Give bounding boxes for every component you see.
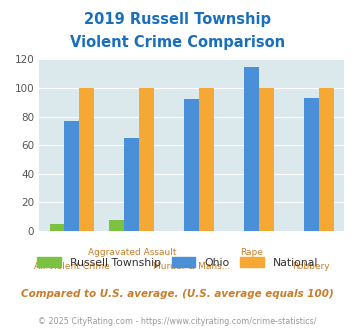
Bar <box>319 88 334 231</box>
Bar <box>259 88 274 231</box>
Bar <box>244 67 259 231</box>
Bar <box>184 99 199 231</box>
Text: 2019 Russell Township: 2019 Russell Township <box>84 12 271 26</box>
Bar <box>80 88 94 231</box>
Text: Compared to U.S. average. (U.S. average equals 100): Compared to U.S. average. (U.S. average … <box>21 289 334 299</box>
Text: Rape: Rape <box>240 248 263 257</box>
Text: Violent Crime Comparison: Violent Crime Comparison <box>70 35 285 50</box>
Text: Aggravated Assault: Aggravated Assault <box>88 248 176 257</box>
Text: © 2025 CityRating.com - https://www.cityrating.com/crime-statistics/: © 2025 CityRating.com - https://www.city… <box>38 317 317 326</box>
Legend: Russell Township, Ohio, National: Russell Township, Ohio, National <box>33 253 322 272</box>
Bar <box>50 224 65 231</box>
Text: Murder & Mans...: Murder & Mans... <box>153 262 230 271</box>
Bar <box>304 98 319 231</box>
Bar <box>65 121 80 231</box>
Text: Robbery: Robbery <box>293 262 330 271</box>
Bar <box>139 88 154 231</box>
Bar <box>199 88 214 231</box>
Text: All Violent Crime: All Violent Crime <box>34 262 110 271</box>
Bar <box>109 219 124 231</box>
Bar <box>124 138 139 231</box>
